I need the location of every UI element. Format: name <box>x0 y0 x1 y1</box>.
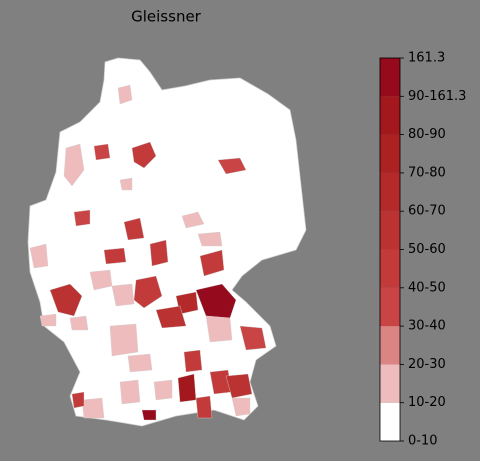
colorbar-segment <box>380 134 400 173</box>
colorbar: 0-10 10-20 20-30 30-40 40-50 50-60 60-70 70-80 8… <box>379 51 466 449</box>
colorbar-segment <box>380 58 400 97</box>
region <box>93 143 111 161</box>
region <box>225 373 253 399</box>
region <box>63 143 85 187</box>
region <box>117 84 133 105</box>
colorbar-tick-label: 40-50 <box>408 280 446 295</box>
region <box>71 391 85 409</box>
region <box>29 243 49 269</box>
region <box>141 409 157 421</box>
region <box>195 283 237 319</box>
region <box>81 397 105 419</box>
region <box>49 283 83 317</box>
colorbar-tick-label: 30-40 <box>408 319 446 334</box>
region <box>153 379 173 401</box>
region <box>239 325 267 351</box>
region <box>127 353 153 373</box>
region <box>119 379 141 405</box>
region <box>199 249 225 277</box>
colorbar-segment <box>380 402 400 441</box>
region <box>217 157 247 175</box>
region <box>103 247 127 265</box>
colorbar-tick-label: 70-80 <box>408 165 446 180</box>
region <box>177 373 197 403</box>
region <box>119 177 133 191</box>
colorbar-segment <box>380 326 400 365</box>
colorbar-segment <box>380 364 400 403</box>
colorbar-tick-label: 60-70 <box>408 204 446 219</box>
map-title: Gleissner <box>131 8 202 26</box>
colorbar-tick-label: 50-60 <box>408 242 446 257</box>
region <box>109 323 139 357</box>
region <box>69 315 89 331</box>
germany-map <box>27 57 307 427</box>
colorbar-segment <box>380 287 400 327</box>
region <box>149 239 169 267</box>
colorbar-segment <box>380 96 400 135</box>
colorbar-tick-label: 10-20 <box>408 395 446 410</box>
region <box>205 315 233 343</box>
colorbar-tick-label: 20-30 <box>408 357 446 372</box>
region <box>73 209 91 227</box>
region <box>39 313 57 327</box>
region <box>131 141 157 169</box>
region <box>155 305 187 329</box>
region <box>231 397 251 417</box>
region <box>195 395 213 419</box>
colorbar-segment <box>380 172 400 212</box>
region <box>133 275 163 309</box>
colorbar-tick-label: 90-161.3 <box>408 89 466 104</box>
region <box>183 349 203 373</box>
colorbar-segment <box>380 249 400 288</box>
regions <box>29 84 267 421</box>
region <box>181 211 205 229</box>
region <box>111 283 135 307</box>
colorbar-segment <box>380 211 400 250</box>
colorbar-tick-label: 0-10 <box>408 434 438 449</box>
colorbar-tick-label: 161.3 <box>408 51 445 66</box>
colorbar-tick-label: 80-90 <box>408 127 446 142</box>
region <box>123 217 145 241</box>
region <box>197 231 223 247</box>
